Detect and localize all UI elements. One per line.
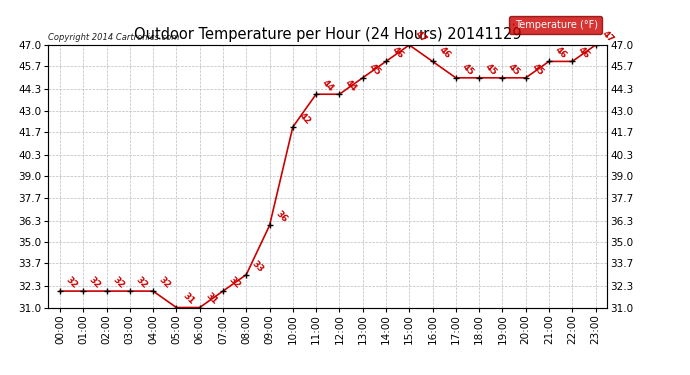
Legend: Temperature (°F): Temperature (°F) (509, 16, 602, 33)
Text: 46: 46 (576, 45, 592, 61)
Text: 46: 46 (553, 45, 569, 61)
Text: 47: 47 (600, 29, 615, 44)
Text: 46: 46 (437, 45, 452, 61)
Text: 31: 31 (204, 291, 219, 307)
Text: 44: 44 (320, 78, 335, 93)
Text: 33: 33 (250, 259, 266, 274)
Text: 45: 45 (530, 62, 545, 77)
Text: 36: 36 (274, 210, 289, 225)
Text: 47: 47 (413, 29, 428, 44)
Text: Copyright 2014 Cartronics.com: Copyright 2014 Cartronics.com (48, 33, 179, 42)
Text: 45: 45 (367, 62, 382, 77)
Text: 42: 42 (297, 111, 313, 126)
Text: 44: 44 (344, 78, 359, 93)
Text: 46: 46 (390, 45, 406, 61)
Text: 32: 32 (134, 275, 149, 290)
Text: 45: 45 (483, 62, 499, 77)
Text: 32: 32 (64, 275, 79, 290)
Title: Outdoor Temperature per Hour (24 Hours) 20141129: Outdoor Temperature per Hour (24 Hours) … (134, 27, 522, 42)
Text: 32: 32 (227, 275, 242, 290)
Text: 32: 32 (110, 275, 126, 290)
Text: 31: 31 (181, 291, 196, 307)
Text: 45: 45 (506, 62, 522, 77)
Text: 45: 45 (460, 62, 475, 77)
Text: 32: 32 (157, 275, 172, 290)
Text: 32: 32 (88, 275, 103, 290)
